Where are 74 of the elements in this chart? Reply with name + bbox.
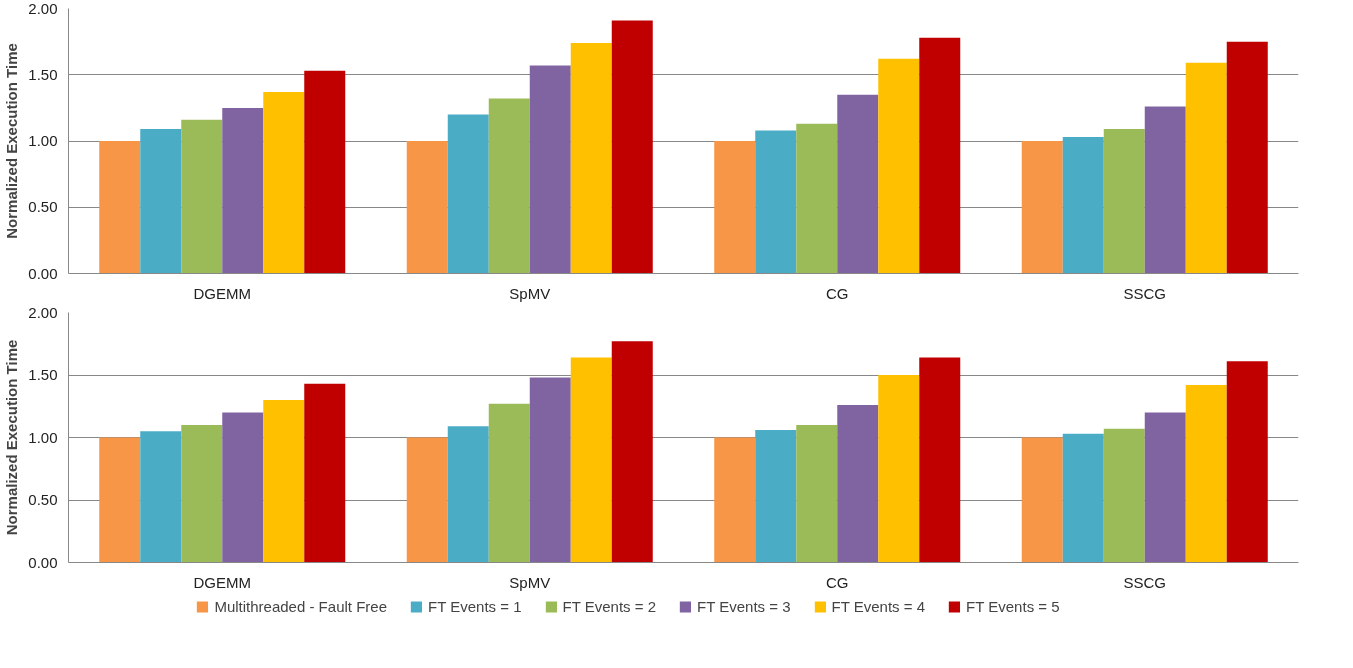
bar (304, 70, 346, 274)
y-tick-label: 0.00 (28, 553, 58, 571)
x-tick-label: SSCG (1123, 573, 1167, 591)
bar (919, 357, 961, 563)
bar (1062, 433, 1104, 563)
bar (878, 58, 920, 274)
y-tick-label: 0.00 (28, 264, 58, 282)
bar (263, 91, 305, 274)
bar (140, 129, 182, 274)
bar (796, 425, 838, 563)
bar (406, 437, 448, 563)
y-axis-title: Normalized Execution Time (3, 43, 21, 239)
bar (406, 141, 448, 274)
bar (755, 430, 797, 563)
bar (304, 383, 346, 563)
bar (1021, 141, 1063, 274)
bar (181, 425, 223, 563)
y-tick-label: 0.50 (28, 198, 58, 216)
bar (837, 405, 879, 563)
x-tick-label: SpMV (509, 573, 551, 591)
bar (263, 400, 305, 563)
x-tick-label: CG (826, 573, 849, 591)
bar (714, 437, 756, 563)
bar (796, 123, 838, 274)
bar (714, 141, 756, 274)
bar (99, 141, 141, 274)
bar (181, 119, 223, 274)
bar (1144, 412, 1186, 563)
x-tick-label: DGEMM (193, 284, 251, 302)
bar (878, 375, 920, 563)
bar (1062, 137, 1104, 274)
bar (1103, 129, 1145, 274)
legend-label: FT Events = 3 (697, 597, 791, 615)
bar (488, 98, 530, 274)
bar (570, 357, 612, 563)
bar (222, 412, 264, 563)
bar (1226, 361, 1268, 563)
bar (1021, 437, 1063, 563)
x-tick-label: CG (826, 284, 849, 302)
bar (1185, 385, 1227, 563)
bar (611, 20, 653, 274)
bar (1185, 62, 1227, 274)
bar (755, 130, 797, 274)
legend-label: Multithreaded - Fault Free (214, 597, 387, 615)
x-tick-label: SSCG (1123, 284, 1167, 302)
y-tick-label: 1.00 (28, 428, 58, 446)
bar (611, 341, 653, 563)
bar (529, 65, 571, 274)
bar (529, 377, 571, 563)
bar (570, 42, 612, 274)
legend-label: FT Events = 2 (562, 597, 657, 615)
bar (140, 431, 182, 563)
y-tick-label: 0.50 (28, 491, 58, 508)
bar (919, 37, 961, 274)
x-tick-label: DGEMM (193, 573, 251, 591)
bar (837, 94, 879, 274)
bar (222, 107, 264, 274)
y-axis-title: Normalized Execution Time (3, 339, 21, 536)
bar (447, 426, 489, 563)
bar (1144, 106, 1186, 274)
bar (1226, 41, 1268, 274)
legend-label: FT Events = 4 (831, 597, 926, 615)
bar (1103, 428, 1145, 563)
bar (447, 114, 489, 274)
bar (99, 437, 141, 563)
x-tick-label: SpMV (509, 284, 551, 302)
legend-label: FT Events = 1 (427, 597, 522, 615)
y-tick-label: 1.50 (28, 65, 58, 83)
y-tick-label: 1.00 (28, 132, 58, 149)
y-tick-label: 2.00 (28, 0, 58, 17)
y-tick-label: 2.00 (28, 303, 58, 321)
y-tick-label: 1.50 (28, 366, 58, 383)
bar (488, 403, 530, 563)
legend-label: FT Events = 5 (966, 597, 1060, 615)
